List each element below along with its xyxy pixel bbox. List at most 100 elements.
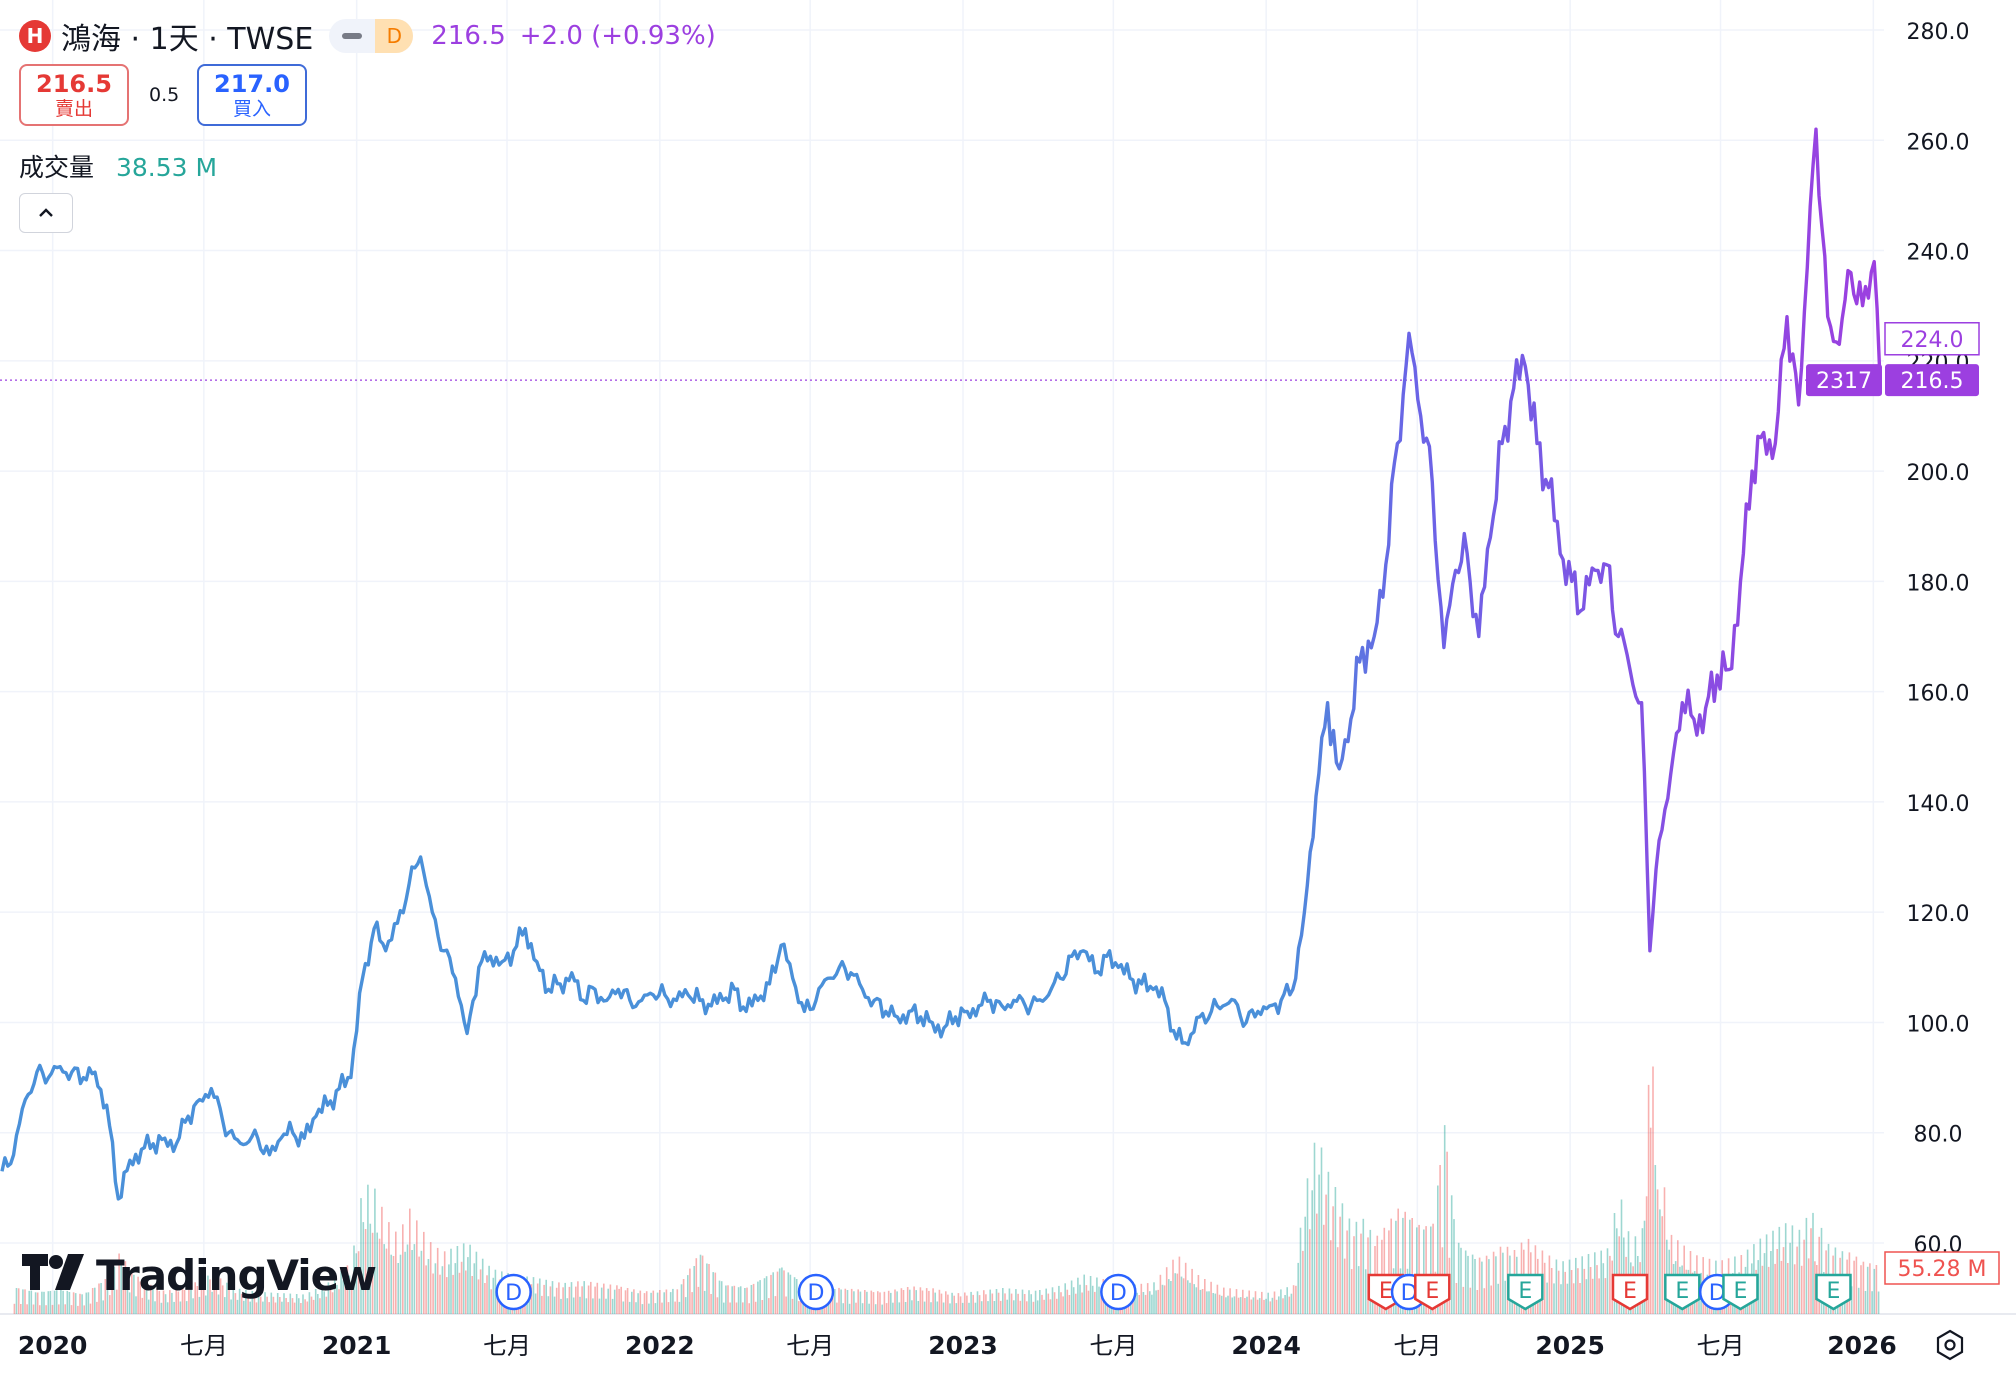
earnings-event-icon[interactable] <box>1611 1273 1649 1311</box>
volume-bar <box>590 1281 592 1314</box>
volume-bar <box>469 1244 471 1314</box>
volume-bar <box>89 1303 92 1314</box>
dividend-event-icon[interactable] <box>495 1273 532 1311</box>
volume-bar <box>1467 1255 1469 1314</box>
earnings-event-icon[interactable] <box>1507 1273 1544 1311</box>
volume-bar <box>558 1282 560 1314</box>
volume-bar <box>207 1275 209 1314</box>
volume-bar <box>234 1293 237 1314</box>
volume-bar <box>1030 1294 1032 1314</box>
volume-bar <box>654 1303 657 1314</box>
sell-button[interactable]: 216.5 賣出 <box>19 64 129 126</box>
volume-bar <box>842 1303 844 1314</box>
collapse-legend-button[interactable] <box>19 193 73 233</box>
event-letter: D <box>1110 1281 1127 1306</box>
volume-bar <box>281 1301 283 1314</box>
volume-bar <box>923 1301 926 1314</box>
volume-bar <box>708 1264 710 1314</box>
symbol-title[interactable]: 鴻海 · 1天 · TWSE <box>61 22 314 57</box>
volume-bar <box>325 1296 328 1314</box>
volume-bar <box>628 1301 631 1314</box>
market-closed-icon <box>329 33 375 39</box>
dividend-event-icon[interactable] <box>797 1273 835 1311</box>
volume-bar <box>1254 1291 1257 1314</box>
volume-bar <box>462 1243 465 1314</box>
volume-bar <box>1235 1289 1238 1314</box>
volume-bar <box>1483 1288 1486 1314</box>
market-status-pill[interactable]: D <box>329 19 414 53</box>
volume-bar <box>710 1294 712 1314</box>
buy-button[interactable]: 217.0 買入 <box>197 64 307 126</box>
volume-bar <box>846 1290 849 1314</box>
volume-bar <box>972 1294 974 1314</box>
dividend-event-icon[interactable] <box>1100 1273 1137 1311</box>
volume-bar <box>896 1291 898 1314</box>
volume-bar <box>1239 1297 1242 1314</box>
volume-bar <box>703 1290 706 1314</box>
volume-bar <box>1796 1246 1798 1314</box>
settings-icon[interactable] <box>1936 1329 1964 1361</box>
volume-bar <box>831 1287 834 1314</box>
volume-bar <box>344 1286 347 1314</box>
volume-bar <box>1244 1298 1246 1314</box>
volume-bar <box>360 1198 362 1314</box>
volume-bar <box>616 1285 618 1314</box>
volume-bar <box>406 1244 409 1314</box>
volume-bar <box>1616 1228 1618 1314</box>
earnings-event-icon[interactable] <box>1664 1273 1701 1311</box>
volume-bar <box>185 1301 188 1314</box>
volume-bar <box>1237 1297 1240 1314</box>
volume-bar <box>1411 1218 1413 1314</box>
volume-bar <box>1176 1273 1179 1314</box>
volume-bar <box>329 1289 332 1314</box>
volume-bar <box>1348 1218 1351 1314</box>
volume-bar <box>983 1290 985 1314</box>
volume-bar <box>1043 1299 1045 1314</box>
volume-bar <box>691 1292 693 1314</box>
volume-bar <box>102 1300 104 1314</box>
volume-bar <box>1002 1288 1004 1314</box>
volume-bar <box>1579 1283 1581 1314</box>
volume-bar <box>553 1296 556 1314</box>
volume-axis-label: 55.28 M <box>1898 1257 1987 1282</box>
volume-bar <box>262 1301 264 1314</box>
volume-legend[interactable]: 成交量 38.53 M <box>19 148 217 184</box>
volume-bar <box>20 1304 22 1314</box>
volume-bar <box>1395 1220 1397 1314</box>
volume-bar <box>317 1294 319 1314</box>
volume-bar <box>228 1288 230 1314</box>
volume-bar <box>879 1292 881 1314</box>
volume-bar <box>43 1291 45 1314</box>
volume-bar <box>781 1267 783 1314</box>
volume-bar <box>1423 1229 1425 1314</box>
volume-bar <box>748 1303 750 1314</box>
volume-bar <box>528 1293 531 1314</box>
volume-bar <box>1275 1299 1278 1314</box>
volume-bar <box>276 1293 279 1314</box>
volume-bar <box>47 1291 50 1314</box>
x-tick-label: 2022 <box>625 1331 695 1360</box>
volume-bar <box>383 1244 385 1314</box>
earnings-event-icon[interactable] <box>1815 1273 1852 1311</box>
volume-bar <box>79 1293 81 1314</box>
volume-bar <box>890 1292 892 1314</box>
volume-bar <box>420 1250 423 1314</box>
volume-bar <box>118 1253 120 1314</box>
volume-bar <box>1765 1234 1768 1314</box>
volume-bar <box>598 1298 601 1314</box>
tradingview-logo[interactable]: ⁠ TradingView <box>22 1250 377 1301</box>
volume-value: 38.53 M <box>115 153 218 182</box>
earnings-event-icon[interactable] <box>1722 1273 1759 1311</box>
volume-bar <box>1499 1246 1502 1314</box>
volume-bar <box>1010 1293 1013 1314</box>
event-letter: E <box>1734 1279 1748 1304</box>
volume-bar <box>1157 1289 1159 1314</box>
volume-bar <box>848 1303 851 1314</box>
volume-bar <box>177 1291 180 1314</box>
volume-bar <box>1864 1291 1867 1314</box>
volume-bar <box>264 1292 266 1314</box>
volume-bar <box>663 1292 665 1314</box>
earnings-event-icon[interactable] <box>1414 1273 1451 1311</box>
volume-bar <box>137 1276 139 1314</box>
